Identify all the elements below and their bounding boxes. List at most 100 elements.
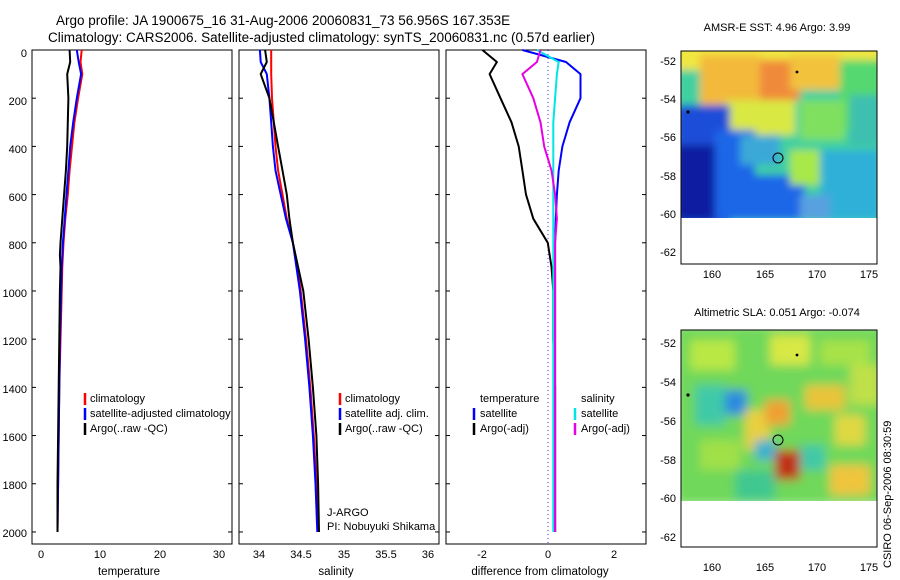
difference-legend: temperature satellite Argo(-adj) salinit… <box>472 393 630 435</box>
sla-lon-tick: 160 <box>703 562 721 574</box>
salinity-x-tick: 34.5 <box>290 549 311 561</box>
series-line-salinity-satellite <box>536 49 560 532</box>
sst-lat-tick: -54 <box>660 94 676 106</box>
salinity-x-tick: 34 <box>253 549 265 561</box>
sst-lat-tick: -62 <box>660 247 676 259</box>
series-line-satellite-adjusted-climatology <box>56 49 83 533</box>
profile-lines <box>56 49 582 533</box>
sst-lat-tick: -58 <box>660 171 676 183</box>
sla-lat-tick: -54 <box>660 377 676 389</box>
difference-x-tick: 2 <box>611 549 617 561</box>
sst-lon-axis: 160 165 170 175 <box>703 269 878 281</box>
depth-tick-label: 1400 <box>3 384 27 396</box>
legend-label: climatology <box>345 393 401 405</box>
depth-axis: 0 200 400 600 800 1000 1200 1400 1600 18… <box>3 48 27 540</box>
sla-lat-axis: -52 -54 -56 -58 -60 -62 <box>660 338 676 544</box>
series-line-temperature-satellite <box>522 49 582 532</box>
sla-lat-tick: -52 <box>660 338 676 350</box>
sst-lat-axis: -52 -54 -56 -58 -60 -62 <box>660 56 676 259</box>
depth-tick-label: 1000 <box>3 288 27 300</box>
difference-x-label: difference from climatology <box>471 566 608 578</box>
legend-label: satellite adj. clim. <box>345 408 429 420</box>
sst-map-title: AMSR-E SST: 4.96 Argo: 3.99 <box>704 22 851 34</box>
argo-position-marker <box>772 434 784 446</box>
series-line-temperature-argo-adj <box>481 49 557 532</box>
salinity-x-label: salinity <box>318 566 353 578</box>
legend-label: satellite <box>581 408 618 420</box>
timestamp-stamp: CSIRO 06-Sep-2006 08:30:59 <box>882 421 894 568</box>
legend-label: Argo(..raw -QC) <box>345 423 423 435</box>
legend-heading: salinity <box>581 393 615 405</box>
temperature-x-ticks: 0 10 20 30 <box>38 549 225 561</box>
sst-lon-tick: 160 <box>703 269 721 281</box>
depth-tick-label: 2000 <box>3 528 27 540</box>
sst-map-land-mask <box>681 218 877 264</box>
island-marker <box>686 393 690 397</box>
salinity-x-tick: 36 <box>422 549 434 561</box>
series-line-argo-raw-qc <box>259 49 320 533</box>
legend-label: satellite <box>480 408 517 420</box>
difference-panel-frame <box>445 49 647 545</box>
legend-heading: temperature <box>480 393 539 405</box>
depth-tick-label: 600 <box>9 192 27 204</box>
legend-label: Argo(..raw -QC) <box>90 423 168 435</box>
sla-map-frame <box>680 329 878 548</box>
temperature-x-tick: 10 <box>94 549 106 561</box>
float-agency-note: J-ARGO <box>327 507 369 519</box>
difference-x-tick: -2 <box>477 549 487 561</box>
sla-map-land-mask <box>681 501 877 547</box>
tick-marks <box>32 49 646 533</box>
sst-lon-tick: 170 <box>808 269 826 281</box>
difference-x-ticks: -2 0 2 <box>477 549 617 561</box>
argo-position-marker <box>772 152 784 164</box>
depth-tick-label: 400 <box>9 144 27 156</box>
sla-lon-tick: 170 <box>808 562 826 574</box>
depth-tick-label: 1600 <box>3 432 27 444</box>
sla-lat-tick: -58 <box>660 455 676 467</box>
series-line-argo-raw-qc <box>56 49 72 532</box>
sla-map-title: Altimetric SLA: 0.051 Argo: -0.074 <box>694 307 860 319</box>
depth-tick-label: 200 <box>9 96 27 108</box>
legend-label: satellite-adjusted climatology <box>90 408 231 420</box>
header-line-1: Argo profile: JA 1900675_16 31-Aug-2006 … <box>56 13 510 28</box>
salinity-x-tick: 35 <box>338 549 350 561</box>
island-marker <box>795 70 799 74</box>
depth-tick-label: 800 <box>9 240 27 252</box>
salinity-panel-frame <box>238 49 440 545</box>
sst-lat-tick: -56 <box>660 132 676 144</box>
series-line-climatology <box>270 50 320 533</box>
temperature-x-tick: 30 <box>213 549 225 561</box>
legend-label: Argo(-adj) <box>480 423 529 435</box>
header-line-2: Climatology: CARS2006. Satellite-adjuste… <box>48 30 595 45</box>
float-pi-note: PI: Nobuyuki Shikama <box>327 521 436 533</box>
difference-x-tick: 0 <box>545 549 551 561</box>
series-line-satellite-adj-clim <box>258 49 319 533</box>
salinity-x-ticks: 34 34.5 35 35.5 36 <box>253 549 434 561</box>
island-marker <box>795 353 799 357</box>
sst-map-frame <box>680 50 878 265</box>
temperature-legend: climatology satellite-adjusted climatolo… <box>83 393 231 435</box>
sst-lat-tick: -60 <box>660 209 676 221</box>
island-marker <box>686 110 690 114</box>
legend-label: climatology <box>90 393 146 405</box>
temperature-panel-frame <box>31 49 233 545</box>
sla-lat-tick: -60 <box>660 493 676 505</box>
salinity-x-tick: 35.5 <box>375 549 396 561</box>
depth-tick-label: 0 <box>21 48 27 60</box>
sst-map-image <box>681 51 877 218</box>
sla-lon-tick: 165 <box>756 562 774 574</box>
sst-lat-tick: -52 <box>660 56 676 68</box>
legend-label: Argo(-adj) <box>581 423 630 435</box>
sla-lat-tick: -62 <box>660 532 676 544</box>
sla-map-image <box>681 330 877 501</box>
series-line-salinity-argo-adj <box>521 49 558 532</box>
sst-lon-tick: 165 <box>756 269 774 281</box>
sst-lon-tick: 175 <box>860 269 878 281</box>
temperature-x-label: temperature <box>98 566 160 578</box>
sla-lat-tick: -56 <box>660 416 676 428</box>
temperature-x-tick: 20 <box>154 549 166 561</box>
salinity-legend: climatology satellite adj. clim. Argo(..… <box>338 393 429 435</box>
depth-tick-label: 1800 <box>3 480 27 492</box>
sla-lon-axis: 160 165 170 175 <box>703 562 878 574</box>
